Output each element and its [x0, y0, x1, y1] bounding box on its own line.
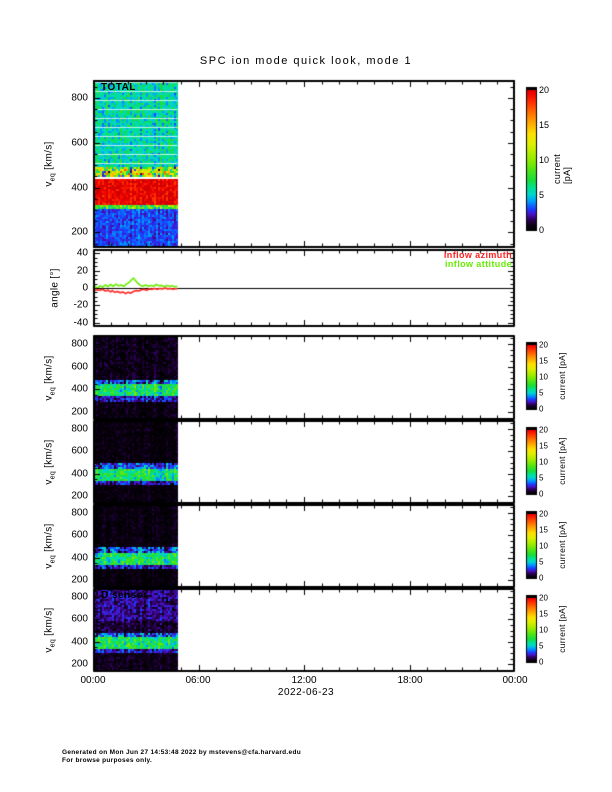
x-tick-label-0000-start: 00:00 — [80, 675, 106, 686]
colorbar-tick-label: 10 — [539, 372, 548, 382]
colorbar-tick-label: 0 — [539, 489, 544, 499]
colorbar-tick-label: 10 — [539, 541, 548, 551]
date-label: 2022-06-23 — [277, 687, 335, 698]
footer-generated-line: Generated on Mon Jun 27 14:53:48 2022 by… — [62, 749, 301, 756]
y-tick-label: 400 — [71, 636, 88, 648]
colorbar-tick-label: 5 — [539, 388, 544, 398]
colorbar-tick-label: 15 — [539, 120, 550, 130]
x-tick-label-0600: 06:00 — [185, 675, 211, 686]
y-tick-label: 800 — [71, 507, 88, 519]
y-tick-label: 600 — [71, 445, 88, 457]
plot-title: SPC ion mode quick look, mode 1 — [199, 55, 413, 67]
y-tick-label: 40 — [76, 247, 88, 259]
colorbar-tick-label: 15 — [539, 356, 548, 366]
colorbar-tick-label: 20 — [539, 593, 548, 603]
total-panel-label: TOTAL — [101, 82, 136, 93]
x-tick-label-0000-end: 00:00 — [502, 675, 528, 686]
y-tick-label: 800 — [71, 338, 88, 350]
y-tick-label: 200 — [71, 406, 88, 418]
footer-browse-line: For browse purposes only. — [62, 757, 153, 764]
legend-inflow-attitude: inflow attitude — [445, 259, 512, 269]
colorbar-axis-label: current [pA] — [557, 605, 567, 653]
colorbar-tick-label: 15 — [539, 609, 548, 619]
y-axis-label: veq [km/s] — [43, 141, 57, 187]
colorbar-tick-label: 5 — [539, 557, 544, 567]
y-tick-label: 600 — [71, 361, 88, 373]
colorbar-tick-label: 5 — [539, 641, 544, 651]
y-tick-label: 0 — [82, 282, 88, 294]
y-tick-label: 600 — [71, 613, 88, 625]
colorbar-tick-label: 10 — [539, 155, 550, 165]
legend-inflow-azimuth: inflow azimuth — [443, 250, 512, 260]
y-tick-label: 200 — [71, 490, 88, 502]
colorbar-tick-label: 15 — [539, 441, 548, 451]
x-tick-label-1200: 12:00 — [291, 675, 317, 686]
colorbar-tick-label: 20 — [539, 509, 548, 519]
y-tick-label: -40 — [73, 317, 88, 329]
y-tick-label: 200 — [71, 574, 88, 586]
y-axis-label: veq [km/s] — [43, 439, 57, 485]
colorbar-tick-label: 0 — [539, 657, 544, 667]
colorbar-tick-label: 5 — [539, 190, 545, 200]
colorbar-axis-label: current [pA] — [557, 352, 567, 400]
colorbar-tick-label: 5 — [539, 473, 544, 483]
y-tick-label: 600 — [71, 137, 88, 149]
x-tick-label-1800: 18:00 — [397, 675, 423, 686]
y-tick-label: 400 — [71, 552, 88, 564]
y-axis-label: angle [°] — [49, 268, 61, 308]
colorbar-axis-label: current [pA] — [557, 521, 567, 569]
y-axis-label: veq [km/s] — [43, 523, 57, 569]
y-axis-label: veq [km/s] — [43, 607, 57, 653]
y-tick-label: 600 — [71, 529, 88, 541]
colorbar-tick-label: 0 — [539, 573, 544, 583]
y-tick-label: 800 — [71, 591, 88, 603]
colorbar-tick-label: 20 — [539, 340, 548, 350]
y-tick-label: 400 — [71, 468, 88, 480]
colorbar-tick-label: 10 — [539, 457, 548, 467]
colorbar-tick-label: 20 — [539, 425, 548, 435]
y-tick-label: 200 — [71, 658, 88, 670]
y-tick-label: 400 — [71, 383, 88, 395]
y-tick-label: 400 — [71, 182, 88, 194]
y-tick-label: 20 — [76, 265, 88, 277]
colorbar-tick-label: 20 — [539, 85, 550, 95]
colorbar-tick-label: 0 — [539, 225, 545, 235]
y-tick-label: 200 — [71, 226, 88, 238]
d-sensor-panel-label: D sensor — [101, 590, 148, 601]
colorbar-tick-label: 10 — [539, 625, 548, 635]
y-tick-label: 800 — [71, 423, 88, 435]
y-tick-label: -20 — [73, 299, 88, 311]
y-axis-label: veq [km/s] — [43, 354, 57, 401]
colorbar-axis-label: current [pA] — [557, 437, 567, 485]
colorbar-tick-label: 0 — [539, 404, 544, 414]
y-tick-label: 800 — [71, 92, 88, 104]
colorbar-axis-label: current [pA] — [552, 153, 572, 184]
colorbar-tick-label: 15 — [539, 525, 548, 535]
